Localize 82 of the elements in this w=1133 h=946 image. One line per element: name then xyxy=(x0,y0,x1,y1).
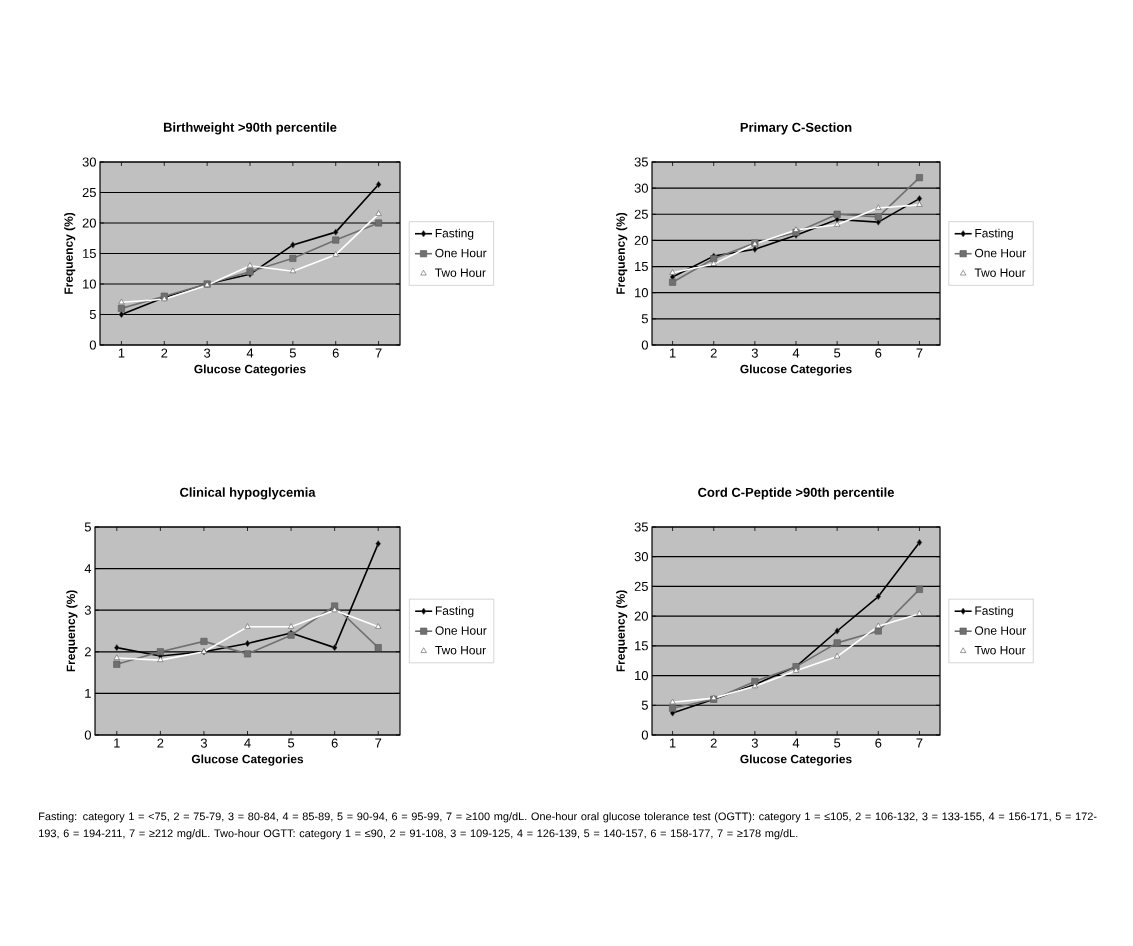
y-tick-label: 5 xyxy=(89,309,96,319)
y-tick-label: 5 xyxy=(84,522,91,532)
y-tick-label: 3 xyxy=(84,605,91,615)
y-tick-label: 10 xyxy=(635,288,648,298)
y-tick-label: 25 xyxy=(634,209,648,219)
legend-label: Fasting xyxy=(435,228,474,240)
legend-label: One Hour xyxy=(435,248,487,258)
y-tick-label: 15 xyxy=(83,248,96,258)
y-axis-title: Frequency (%) xyxy=(66,590,78,672)
x-tick-label: 5 xyxy=(288,738,295,748)
y-tick-label: 30 xyxy=(634,552,648,562)
x-tick-label: 6 xyxy=(332,348,339,358)
y-tick-label: 30 xyxy=(82,157,96,167)
legend-label: One Hour xyxy=(975,626,1027,635)
x-tick-label: 5 xyxy=(289,348,296,358)
x-tick-label: 4 xyxy=(792,738,800,748)
x-tick-label: 7 xyxy=(916,348,923,358)
y-tick-label: 20 xyxy=(634,235,648,245)
text: Fasting: category 1 = <75, 2 = 75-79, 3 = 80-84, 4 = 85-89, 5 = 90-94, 6 = 95-99, 7 = ≥100 mg/dL. One-hour oral glucose tolerance test (OGTT): category 1 = ≤105, 2 = 106-132, 3 = 133-155, 4 = 156-171, 5 = 172-193, 6 = 194-211, 7 = ≥212 mg/dL. Two-hour OGTT: category 1 = ≤90, 2 = 91-108, 3 = 109-125, 4 = 126-139, 5 = 140-157, 6 = 158-177, 7 = ≥178 mg/dL. xyxy=(39,812,1097,840)
x-axis-title: Glucose Categories xyxy=(191,754,304,766)
legend-label: Two Hour xyxy=(435,268,486,277)
x-tick-label: 7 xyxy=(375,348,382,358)
y-tick-label: 4 xyxy=(84,564,92,574)
y-tick-label: 10 xyxy=(635,670,648,681)
x-axis-title: Glucose Categories xyxy=(194,364,306,376)
x-tick-label: 1 xyxy=(118,348,125,358)
x-tick-label: 6 xyxy=(875,738,882,748)
legend-label: Two Hour xyxy=(435,646,486,655)
legend-label: Fasting xyxy=(435,606,474,618)
x-tick-label: 3 xyxy=(204,348,211,358)
y-tick-label: 35 xyxy=(634,157,648,167)
x-tick-label: 6 xyxy=(875,348,882,358)
x-tick-label: 2 xyxy=(157,738,164,748)
x-tick-label: 1 xyxy=(669,348,676,358)
x-tick-label: 2 xyxy=(710,738,717,748)
y-tick-label: 35 xyxy=(634,522,648,532)
x-tick-label: 2 xyxy=(161,348,168,358)
chart-title: Clinical hypoglycemia xyxy=(180,487,316,500)
y-tick-label: 2 xyxy=(84,647,91,657)
x-tick-label: 4 xyxy=(246,348,254,358)
x-tick-label: 1 xyxy=(114,738,120,748)
legend-label: One Hour xyxy=(435,626,487,635)
y-tick-label: 20 xyxy=(634,611,648,621)
x-tick-label: 3 xyxy=(751,738,758,748)
y-tick-label: 15 xyxy=(635,262,648,272)
x-tick-label: 3 xyxy=(200,738,207,748)
y-axis-title: Frequency (%) xyxy=(616,212,628,294)
y-tick-label: 5 xyxy=(641,314,648,324)
x-tick-label: 7 xyxy=(916,738,923,748)
chart-title: Primary C-Section xyxy=(740,122,852,135)
y-axis-title: Frequency (%) xyxy=(64,212,76,294)
y-tick-label: 0 xyxy=(641,730,648,740)
legend-label: Two Hour xyxy=(974,646,1026,655)
y-tick-label: 10 xyxy=(83,279,96,289)
y-tick-label: 15 xyxy=(635,641,648,651)
y-tick-label: 0 xyxy=(89,340,96,350)
y-tick-label: 25 xyxy=(82,187,96,198)
x-tick-label: 4 xyxy=(244,738,251,748)
y-tick-label: 0 xyxy=(84,730,91,740)
x-tick-label: 6 xyxy=(331,738,338,748)
chart-title: Birthweight >90th percentile xyxy=(163,122,337,135)
x-tick-label: 5 xyxy=(834,348,841,358)
y-tick-label: 30 xyxy=(634,183,648,193)
y-tick-label: 0 xyxy=(641,340,648,350)
legend-label: One Hour xyxy=(975,248,1027,258)
y-tick-label: 1 xyxy=(85,688,91,698)
x-tick-label: 2 xyxy=(710,348,717,358)
y-axis-title: Frequency (%) xyxy=(616,590,628,672)
x-tick-label: 3 xyxy=(751,348,758,358)
x-axis-title: Glucose Categories xyxy=(740,754,852,766)
x-tick-label: 5 xyxy=(834,738,841,748)
x-axis-title: Glucose Categories xyxy=(740,364,852,376)
x-tick-label: 7 xyxy=(375,738,382,748)
chart-title: Cord C-Peptide >90th percentile xyxy=(698,487,894,500)
y-tick-label: 20 xyxy=(82,218,96,228)
x-tick-label: 1 xyxy=(669,738,676,748)
legend-label: Fasting xyxy=(975,228,1013,240)
legend-label: Two Hour xyxy=(974,268,1026,277)
legend-label: Fasting xyxy=(975,606,1013,618)
y-tick-label: 5 xyxy=(641,700,648,710)
x-tick-label: 4 xyxy=(792,348,800,358)
y-tick-label: 25 xyxy=(634,581,648,591)
